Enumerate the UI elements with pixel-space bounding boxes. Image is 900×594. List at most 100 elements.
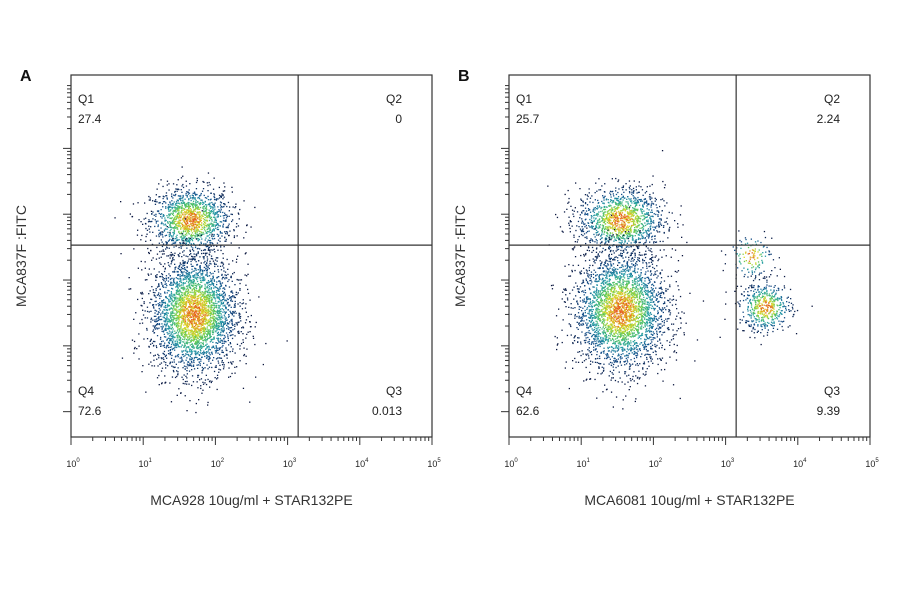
event-dot (195, 282, 197, 285)
event-dot (209, 239, 212, 242)
event-dot (190, 263, 192, 265)
event-dot (181, 376, 183, 378)
event-dot (166, 320, 169, 322)
event-dot (163, 309, 165, 311)
event-dot (212, 278, 214, 280)
event-dot (193, 321, 196, 323)
event-dot (246, 224, 248, 227)
event-dot (153, 327, 156, 329)
event-dot (192, 288, 194, 290)
event-dot (203, 220, 205, 223)
event-dot (183, 329, 185, 332)
event-dot (636, 204, 638, 206)
event-dot (245, 319, 248, 321)
event-dot (186, 410, 188, 412)
event-dot (228, 210, 230, 212)
event-dot (194, 208, 197, 211)
event-dot (193, 226, 195, 229)
event-dot (183, 286, 185, 288)
event-dot (230, 326, 233, 329)
event-dot (172, 312, 174, 314)
event-dot (179, 296, 181, 298)
event-dot (197, 302, 200, 304)
event-dot (205, 330, 207, 332)
event-dot (208, 324, 210, 326)
event-dot (192, 300, 194, 302)
event-dot (201, 372, 203, 374)
event-dot (154, 324, 156, 327)
event-dot (187, 232, 189, 234)
event-dot (203, 327, 206, 329)
event-dot (217, 319, 219, 321)
event-dot (163, 299, 165, 301)
event-dot (195, 354, 197, 356)
event-dot (152, 306, 155, 308)
event-dot (147, 247, 149, 250)
event-dot (142, 309, 144, 311)
event-dot (159, 319, 161, 321)
event-dot (175, 296, 177, 298)
event-dot (197, 351, 199, 353)
event-dot (211, 283, 213, 285)
event-dot (205, 237, 207, 239)
event-dot (185, 204, 187, 206)
event-dot (177, 225, 179, 227)
event-dot (221, 194, 224, 196)
event-dot (180, 199, 182, 202)
event-dot (199, 337, 202, 339)
event-dot (187, 309, 190, 311)
event-dot (169, 338, 172, 340)
event-dot (214, 298, 216, 300)
event-dot (618, 220, 620, 222)
event-dot (169, 308, 172, 310)
event-dot (218, 234, 220, 236)
event-dot (222, 253, 224, 255)
event-dot (203, 339, 205, 342)
event-dot (562, 231, 564, 233)
event-dot (199, 349, 202, 351)
event-dot (207, 333, 209, 335)
event-dot (189, 322, 191, 324)
event-dot (213, 307, 215, 309)
event-dot (175, 207, 177, 209)
event-dot (184, 320, 187, 322)
event-dot (286, 340, 288, 342)
event-dot (192, 265, 194, 267)
event-dot (184, 261, 186, 263)
event-dot (193, 224, 195, 226)
event-dot (200, 327, 202, 329)
event-dot (174, 206, 176, 208)
event-dot (220, 313, 222, 315)
event-dot (198, 208, 201, 210)
event-dot (189, 220, 191, 222)
event-dot (175, 236, 177, 238)
event-dot (194, 334, 196, 336)
event-dot (200, 292, 202, 294)
event-dot (177, 371, 179, 373)
event-dot (190, 230, 193, 232)
event-dot (192, 318, 195, 320)
event-dot (216, 334, 219, 337)
event-dot (171, 308, 174, 310)
event-dot (154, 340, 156, 343)
event-dot (170, 254, 173, 256)
event-dot (207, 298, 210, 300)
event-dot (197, 331, 199, 334)
event-dot (182, 279, 184, 281)
event-dot (572, 213, 574, 215)
event-dot (168, 183, 170, 185)
event-dot (194, 324, 197, 326)
event-dot (204, 214, 206, 216)
event-dot (150, 339, 152, 341)
event-dot (210, 263, 212, 265)
event-dot (154, 225, 156, 228)
event-dot (209, 296, 211, 298)
event-dot (169, 226, 171, 228)
event-dot (636, 215, 638, 217)
event-dot (171, 200, 173, 202)
event-dot (587, 214, 589, 216)
event-dot (202, 276, 205, 278)
event-dot (208, 360, 210, 362)
event-dot (179, 297, 182, 299)
